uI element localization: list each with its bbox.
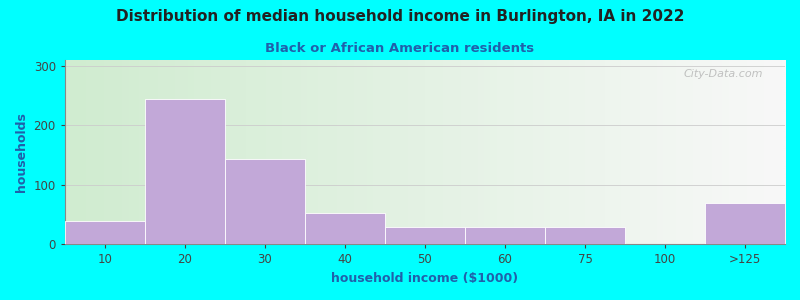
Text: City-Data.com: City-Data.com: [684, 69, 763, 79]
Bar: [705, 203, 785, 244]
Bar: [305, 214, 385, 244]
Bar: [145, 99, 225, 244]
Text: Black or African American residents: Black or African American residents: [266, 42, 534, 55]
Bar: [225, 159, 305, 244]
Y-axis label: households: households: [15, 112, 28, 192]
Bar: [545, 226, 625, 244]
Text: Distribution of median household income in Burlington, IA in 2022: Distribution of median household income …: [116, 9, 684, 24]
Bar: [65, 220, 145, 244]
Bar: [465, 226, 545, 244]
Bar: [385, 226, 465, 244]
X-axis label: household income ($1000): household income ($1000): [331, 272, 518, 285]
